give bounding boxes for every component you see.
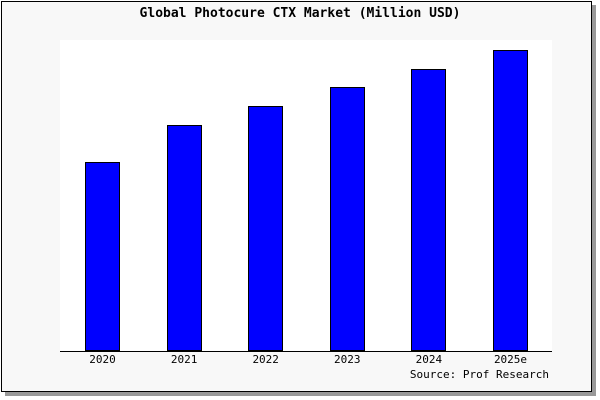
x-tick-label: 2024 [415, 353, 443, 366]
bar-2025e [493, 50, 528, 351]
x-tick-label: 2023 [334, 353, 361, 366]
bar-2024 [411, 69, 447, 351]
source-note: Source: Prof Research [409, 368, 549, 381]
x-tick-label: 2020 [89, 353, 116, 366]
bar-2023 [329, 87, 365, 351]
chart-title: Global Photocure CTX Market (Million USD… [139, 6, 461, 21]
bar-2020 [85, 162, 120, 351]
x-tick-label: 2021 [170, 353, 198, 366]
x-tick-label: 2022 [252, 353, 279, 366]
bar-2022 [248, 106, 284, 351]
plot-area [60, 40, 552, 351]
x-axis-line [60, 351, 552, 352]
bar-2021 [166, 125, 202, 351]
x-tick-label: 2025e [493, 353, 528, 366]
